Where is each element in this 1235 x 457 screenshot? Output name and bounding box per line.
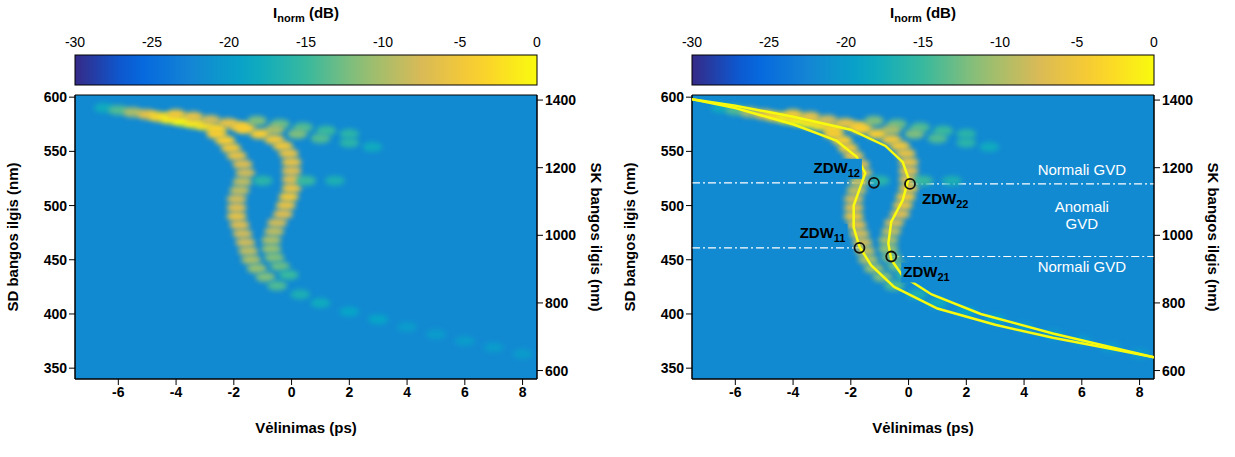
- svg-text:600: 600: [545, 363, 569, 379]
- svg-text:500: 500: [661, 198, 685, 214]
- svg-text:SD bangos ilgis (nm): SD bangos ilgis (nm): [621, 162, 638, 311]
- svg-text:SD bangos ilgis (nm): SD bangos ilgis (nm): [4, 162, 21, 311]
- svg-text:-15: -15: [296, 34, 316, 50]
- svg-text:2: 2: [345, 384, 353, 400]
- svg-text:550: 550: [661, 143, 685, 159]
- svg-text:-30: -30: [65, 34, 85, 50]
- svg-text:Inorm (dB): Inorm (dB): [890, 4, 956, 24]
- svg-text:ZDW12: ZDW12: [814, 159, 860, 179]
- svg-text:ZDW11: ZDW11: [800, 224, 846, 244]
- svg-text:-10: -10: [990, 34, 1010, 50]
- svg-text:GVD: GVD: [1066, 215, 1099, 232]
- svg-text:ZDW22: ZDW22: [922, 190, 968, 210]
- svg-text:Inorm (dB): Inorm (dB): [273, 4, 339, 24]
- svg-text:350: 350: [44, 360, 68, 376]
- svg-text:0: 0: [288, 384, 296, 400]
- svg-text:6: 6: [461, 384, 469, 400]
- svg-text:550: 550: [44, 143, 68, 159]
- svg-text:Normali GVD: Normali GVD: [1038, 161, 1127, 178]
- svg-text:4: 4: [403, 384, 411, 400]
- svg-text:600: 600: [44, 89, 68, 105]
- svg-text:1000: 1000: [545, 227, 576, 243]
- svg-text:0: 0: [533, 34, 541, 50]
- svg-text:500: 500: [44, 198, 68, 214]
- svg-text:0: 0: [905, 384, 913, 400]
- svg-text:Anomali: Anomali: [1055, 198, 1109, 215]
- svg-text:SK bangos ilgis (nm): SK bangos ilgis (nm): [1205, 162, 1222, 311]
- svg-text:800: 800: [1162, 295, 1186, 311]
- svg-text:-5: -5: [1071, 34, 1084, 50]
- svg-text:400: 400: [661, 306, 685, 322]
- svg-text:-4: -4: [787, 384, 800, 400]
- svg-text:-20: -20: [219, 34, 239, 50]
- svg-text:350: 350: [661, 360, 685, 376]
- svg-text:1200: 1200: [545, 160, 576, 176]
- svg-text:600: 600: [661, 89, 685, 105]
- svg-text:Normali GVD: Normali GVD: [1038, 258, 1127, 275]
- svg-text:-4: -4: [170, 384, 183, 400]
- svg-text:SK bangos ilgis (nm): SK bangos ilgis (nm): [588, 162, 605, 311]
- svg-text:Vėlinimas (ps): Vėlinimas (ps): [872, 419, 974, 436]
- svg-text:2: 2: [962, 384, 970, 400]
- svg-text:-6: -6: [112, 384, 125, 400]
- svg-text:1200: 1200: [1162, 160, 1193, 176]
- svg-text:450: 450: [44, 252, 68, 268]
- svg-text:-25: -25: [142, 34, 162, 50]
- svg-text:0: 0: [1150, 34, 1158, 50]
- svg-text:1400: 1400: [545, 92, 576, 108]
- svg-text:ZDW21: ZDW21: [903, 263, 949, 283]
- svg-text:4: 4: [1020, 384, 1028, 400]
- svg-text:800: 800: [545, 295, 569, 311]
- svg-text:-20: -20: [836, 34, 856, 50]
- svg-text:8: 8: [519, 384, 527, 400]
- svg-text:Vėlinimas (ps): Vėlinimas (ps): [255, 419, 357, 436]
- svg-text:1400: 1400: [1162, 92, 1193, 108]
- svg-text:1000: 1000: [1162, 227, 1193, 243]
- svg-text:-2: -2: [228, 384, 241, 400]
- svg-text:400: 400: [44, 306, 68, 322]
- svg-text:600: 600: [1162, 363, 1186, 379]
- svg-text:-6: -6: [729, 384, 742, 400]
- svg-text:-25: -25: [759, 34, 779, 50]
- svg-text:-10: -10: [373, 34, 393, 50]
- svg-text:-2: -2: [845, 384, 858, 400]
- svg-text:-5: -5: [454, 34, 467, 50]
- svg-text:6: 6: [1078, 384, 1086, 400]
- svg-text:8: 8: [1136, 384, 1144, 400]
- svg-text:-30: -30: [682, 34, 702, 50]
- svg-text:-15: -15: [913, 34, 933, 50]
- svg-text:450: 450: [661, 252, 685, 268]
